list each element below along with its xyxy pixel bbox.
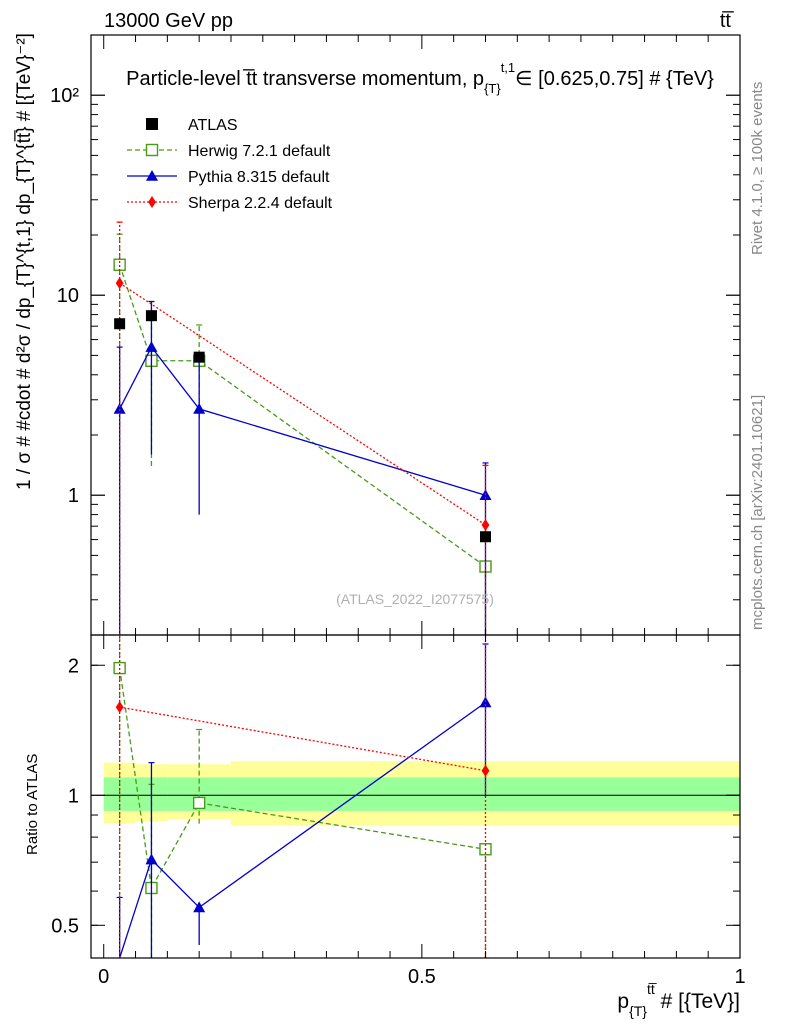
x-axis-label: p{T}tt̅ # [{TeV}] xyxy=(617,981,740,1019)
legend-item-pythia-8-315-default: Pythia 8.315 default xyxy=(127,169,330,186)
xlabel-sup: tt̅ xyxy=(647,981,658,997)
ratio-line-sherpa-2-2-4-default xyxy=(119,706,486,772)
main-point-atlas xyxy=(145,310,157,322)
title-sup: t,1 xyxy=(501,60,515,75)
legend-item-sherpa-2-2-4-default: Sherpa 2.2.4 default xyxy=(127,195,333,212)
ratio-line-herwig-7-2-1-default xyxy=(118,667,486,890)
main-series-pythia-8-315-default xyxy=(113,300,492,635)
rivet-label: Rivet 4.1.0, ≥ 100k events xyxy=(749,82,766,255)
legend-label: Sherpa 2.2.4 default xyxy=(188,195,333,212)
main-point-sherpa-2-2-4-default xyxy=(115,277,124,290)
ratio-point-herwig-7-2-1-default xyxy=(192,796,206,810)
ratio-point-pythia-8-315-default xyxy=(193,901,206,913)
ratio-x-tick-label: 1 xyxy=(734,966,745,988)
mcplots-label: mcplots.cern.ch [arXiv:2401.10621] xyxy=(749,395,766,630)
main-point-atlas xyxy=(114,318,126,330)
ratio-point-sherpa-2-2-4-default xyxy=(115,701,124,714)
main-series-herwig-7-2-1-default xyxy=(113,233,492,635)
ratio-point-pythia-8-315-default xyxy=(145,853,158,865)
ratio-x-tick-label: 0 xyxy=(98,966,109,988)
main-y-label: 1 / σ # #cdot # d²σ / dp_{T}^{t,1} dp_{T… xyxy=(14,33,35,490)
legend-item-atlas: ATLAS xyxy=(146,117,238,134)
legend-marker xyxy=(146,170,158,181)
ratio-point-sherpa-2-2-4-default xyxy=(481,764,490,777)
energy-label: 13000 GeV pp xyxy=(104,10,233,32)
legend-marker xyxy=(145,143,159,157)
xlabel-main: p xyxy=(617,990,629,1013)
ratio-y-tick-label: 2 xyxy=(68,655,79,677)
main-point-sherpa-2-2-4-default xyxy=(481,518,490,531)
ratio-x-tick-label: 0.5 xyxy=(408,966,436,988)
main-title: Particle-level t̅t transverse momentum, … xyxy=(126,60,714,96)
main-y-axis: 1 10 10² xyxy=(50,34,740,636)
ratio-line-pythia-8-315-default xyxy=(119,701,486,959)
main-series-atlas xyxy=(114,310,491,543)
main-y-tick-label: 10 xyxy=(57,285,79,307)
main-panel: 1 10 10² (ATLAS_2022_I2077575) Particle-le… xyxy=(14,33,741,636)
title-rest: ∈ [0.625,0.75] # {TeV} xyxy=(515,68,714,90)
main-line-sherpa-2-2-4-default xyxy=(119,282,486,526)
main-point-atlas xyxy=(193,351,205,363)
ratio-x-axis: 0 0.5 1 xyxy=(98,635,746,988)
ratio-y-axis: 0.5 1 2 xyxy=(51,655,740,937)
legend: ATLAS Herwig 7.2.1 default Pythia 8.315 de… xyxy=(127,117,333,212)
ratio-y-tick-label: 1 xyxy=(68,785,79,807)
main-line-pythia-8-315-default xyxy=(119,345,486,496)
title-sub: {T} xyxy=(484,81,501,96)
xlabel-rest: # [{TeV}] xyxy=(655,990,740,1013)
watermark: (ATLAS_2022_I2077575) xyxy=(336,591,494,607)
ratio-plot-content xyxy=(103,635,740,959)
legend-label: ATLAS xyxy=(188,117,238,134)
main-x-ticks xyxy=(103,35,741,635)
ratio-series-sherpa-2-2-4-default xyxy=(115,635,490,958)
main-plot-content xyxy=(113,221,492,635)
legend-label: Herwig 7.2.1 default xyxy=(188,143,331,160)
legend-item-herwig-7-2-1-default: Herwig 7.2.1 default xyxy=(127,143,331,160)
main-point-atlas xyxy=(479,531,491,543)
main-point-pythia-8-315-default xyxy=(145,341,158,352)
main-point-pythia-8-315-default xyxy=(193,402,206,414)
ratio-y-label: Ratio to ATLAS xyxy=(24,754,41,855)
legend-marker xyxy=(148,196,156,208)
ratio-frame xyxy=(90,634,741,959)
title-main: Particle-level t̅t transverse momentum, … xyxy=(126,68,484,90)
main-point-herwig-7-2-1-default xyxy=(113,258,126,271)
process-label: tt̅ xyxy=(720,10,734,32)
ratio-y-tick-label: 0.5 xyxy=(51,915,79,937)
main-y-tick-label: 1 xyxy=(68,485,79,507)
main-y-tick-label: 10² xyxy=(50,85,79,107)
xlabel-sub: {T} xyxy=(629,1003,647,1019)
legend-label: Pythia 8.315 default xyxy=(188,169,330,186)
main-series-sherpa-2-2-4-default xyxy=(115,221,490,635)
main-point-pythia-8-315-default xyxy=(113,402,126,414)
legend-marker xyxy=(146,118,158,130)
main-line-herwig-7-2-1-default xyxy=(119,264,486,568)
ratio-panel: 0.512 0 0.5 1 Ratio to ATLAS p{T}tt̅ # [{T… xyxy=(24,634,746,1019)
